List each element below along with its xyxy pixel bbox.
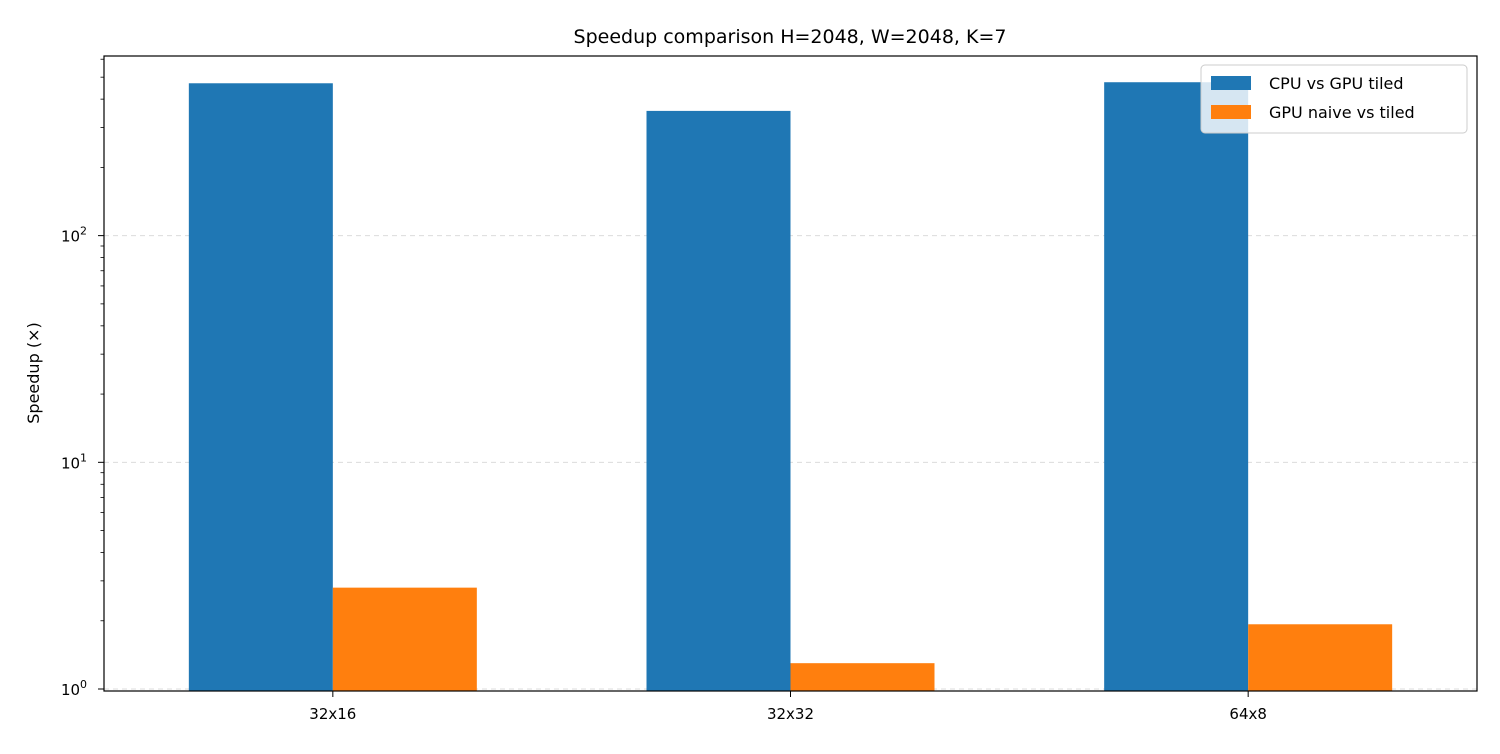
- legend-box: [1200, 64, 1468, 134]
- chart-title: Speedup comparison H=2048, W=2048, K=7: [574, 26, 1007, 48]
- y-tick-label: 100: [61, 678, 87, 699]
- bar-cpu-vs-gpu-tiled-32x32: [646, 110, 791, 691]
- bars: [188, 82, 1393, 691]
- legend-swatch: [1211, 105, 1251, 119]
- legend-swatch: [1211, 76, 1251, 90]
- y-tick-label: 101: [61, 451, 87, 472]
- bar-cpu-vs-gpu-tiled-32x16: [188, 83, 333, 691]
- bar-gpu-naive-vs-tiled-64x8: [1248, 624, 1393, 691]
- bar-gpu-naive-vs-tiled-32x16: [332, 587, 477, 691]
- bar-gpu-naive-vs-tiled-32x32: [790, 663, 935, 691]
- bar-cpu-vs-gpu-tiled-64x8: [1104, 82, 1249, 691]
- x-tick-label: 32x16: [309, 705, 356, 723]
- x-tick-label: 64x8: [1229, 705, 1267, 723]
- x-tick-label: 32x32: [767, 705, 814, 723]
- y-tick-label: 102: [61, 225, 87, 246]
- legend-label: CPU vs GPU tiled: [1269, 74, 1404, 93]
- axes: 32x16 32x32 64x8 100 101 102: [61, 55, 1478, 723]
- legend: CPU vs GPU tiled GPU naive vs tiled: [1200, 64, 1468, 134]
- legend-label: GPU naive vs tiled: [1269, 103, 1415, 122]
- y-axis-label: Speedup (×): [24, 322, 43, 423]
